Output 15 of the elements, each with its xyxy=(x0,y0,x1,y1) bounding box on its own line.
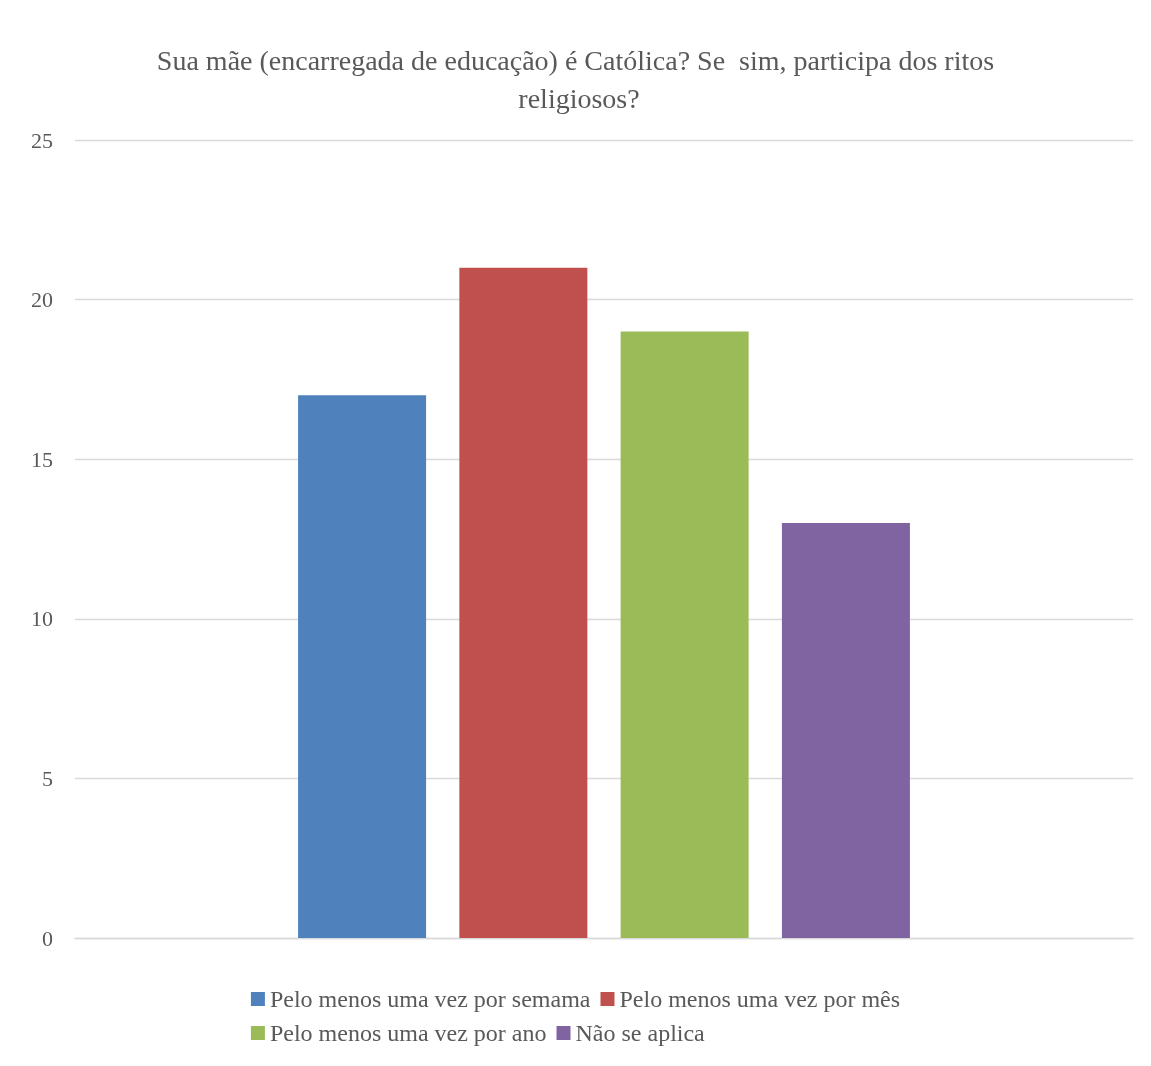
bar xyxy=(781,523,910,938)
y-tick-label: 15 xyxy=(31,446,53,472)
y-tick-label: 0 xyxy=(42,925,53,951)
bar xyxy=(298,395,427,938)
y-tick-label: 25 xyxy=(31,127,53,153)
legend-label: Não se aplica xyxy=(575,1020,706,1046)
legend-label: Pelo menos uma vez por semama xyxy=(269,986,591,1012)
y-tick-label: 20 xyxy=(31,287,53,313)
chart-title: Sua mãe (encarregada de educação) é Católica? Se sim, participa dos ritos religiosos? xyxy=(156,44,995,114)
legend-label: Pelo menos uma vez por mês xyxy=(619,986,901,1012)
legend-label: Pelo menos uma vez por ano xyxy=(269,1020,547,1046)
bar xyxy=(459,267,588,938)
bar xyxy=(620,331,749,938)
y-tick-label: 5 xyxy=(42,765,53,791)
y-tick-label: 10 xyxy=(31,606,53,632)
